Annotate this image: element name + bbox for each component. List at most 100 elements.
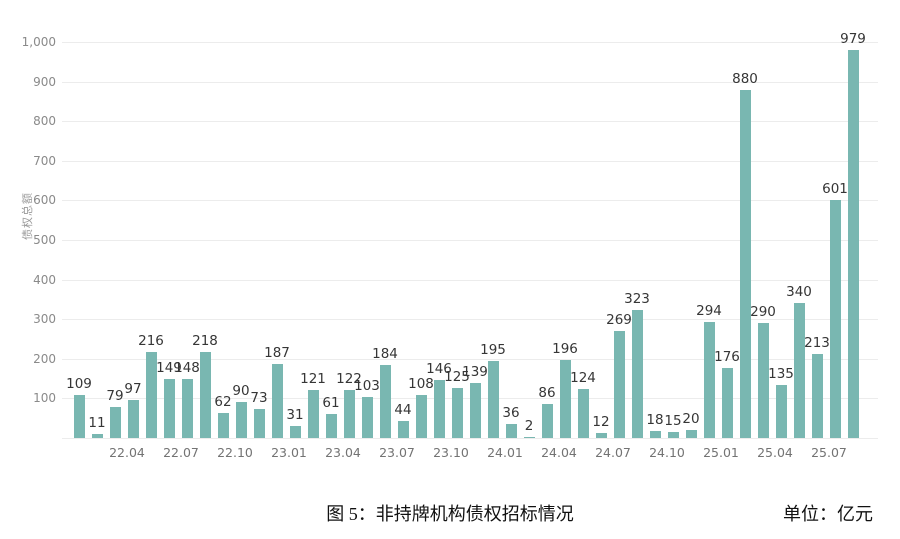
bar (128, 400, 139, 438)
bar (74, 395, 85, 438)
bar (146, 352, 157, 438)
bar-value-label: 323 (624, 291, 650, 307)
gridline (62, 161, 878, 162)
bar-value-label: 187 (264, 345, 290, 361)
bar (578, 389, 589, 438)
bar (182, 379, 193, 438)
bar-value-label: 103 (354, 378, 380, 394)
x-tick-label: 24.07 (595, 445, 631, 460)
bar-value-label: 176 (714, 349, 740, 365)
bar-value-label: 135 (768, 366, 794, 382)
bar-value-label: 97 (124, 381, 142, 397)
y-axis-title: 债权总额 (21, 192, 34, 240)
x-tick-label: 23.04 (325, 445, 361, 460)
y-tick-label: 100 (33, 391, 56, 405)
bar-value-label: 880 (732, 71, 758, 87)
bar-value-label: 216 (138, 333, 164, 349)
bar (452, 388, 463, 438)
bar (560, 360, 571, 438)
gridline (62, 438, 878, 439)
bar-value-label: 146 (426, 361, 452, 377)
y-tick-label: 500 (33, 233, 56, 247)
bar (686, 430, 697, 438)
x-tick-label: 23.01 (271, 445, 307, 460)
bar (110, 407, 121, 438)
bar (740, 90, 751, 438)
bar (164, 379, 175, 438)
bar (416, 395, 427, 438)
bar-value-label: 195 (480, 342, 506, 358)
y-tick-label: 600 (33, 193, 56, 207)
bar-value-label: 20 (682, 411, 700, 427)
bar (488, 361, 499, 438)
bar-value-label: 61 (322, 395, 340, 411)
y-tick-label: 400 (33, 273, 56, 287)
x-tick-label: 23.07 (379, 445, 415, 460)
bar-value-label: 62 (214, 394, 232, 410)
bar (848, 50, 859, 438)
bar-value-label: 73 (250, 390, 268, 406)
bar-value-label: 12 (592, 414, 610, 430)
x-tick-label: 22.07 (163, 445, 199, 460)
y-tick-label: 900 (33, 75, 56, 89)
bar-value-label: 340 (786, 284, 812, 300)
bar (704, 322, 715, 438)
bar (830, 200, 841, 438)
x-tick-label: 24.04 (541, 445, 577, 460)
bar-value-label: 79 (106, 388, 124, 404)
bar (812, 354, 823, 438)
gridline (62, 359, 878, 360)
gridline (62, 200, 878, 201)
bar-value-label: 196 (552, 341, 578, 357)
unit-label: 单位：亿元 (783, 504, 873, 524)
bar-value-label: 90 (232, 383, 250, 399)
bar-value-label: 15 (664, 413, 682, 429)
bar (92, 434, 103, 438)
bar (236, 402, 247, 438)
bar (344, 390, 355, 438)
x-tick-label: 22.10 (217, 445, 253, 460)
chart-caption: 图 5：非持牌机构债权招标情况 (326, 504, 574, 524)
y-tick-label: 200 (33, 352, 56, 366)
bar (380, 365, 391, 438)
bar-value-label: 109 (66, 376, 92, 392)
bar (794, 303, 805, 438)
caption-row: 图 5：非持牌机构债权招标情况 单位：亿元 (0, 501, 900, 527)
bar-value-label: 218 (192, 333, 218, 349)
bar-value-label: 2 (524, 418, 534, 434)
gridline (62, 82, 878, 83)
bar-value-label: 44 (394, 402, 412, 418)
bar-value-label: 139 (462, 364, 488, 380)
y-tick-label: 700 (33, 154, 56, 168)
bar-value-label: 184 (372, 346, 398, 362)
gridline (62, 319, 878, 320)
bar-value-label: 294 (696, 303, 722, 319)
bar (470, 383, 481, 438)
bar-value-label: 122 (336, 371, 362, 387)
x-tick-label: 25.04 (757, 445, 793, 460)
bar (218, 413, 229, 438)
y-tick-label: 800 (33, 114, 56, 128)
x-tick-label: 22.04 (109, 445, 145, 460)
bar (254, 409, 265, 438)
bar-value-label: 18 (646, 412, 664, 428)
bar (308, 390, 319, 438)
bar (668, 432, 679, 438)
x-tick-label: 24.10 (649, 445, 685, 460)
gridline (62, 240, 878, 241)
bar (596, 433, 607, 438)
bar (398, 421, 409, 438)
bar (614, 331, 625, 438)
bar-value-label: 148 (174, 360, 200, 376)
y-tick-label: 300 (33, 312, 56, 326)
bar (776, 385, 787, 438)
bar (200, 352, 211, 438)
bar (272, 364, 283, 438)
bar (758, 323, 769, 438)
bar (506, 424, 517, 438)
bar (290, 426, 301, 438)
x-tick-label: 25.07 (811, 445, 847, 460)
bar-value-label: 601 (822, 181, 848, 197)
bar (542, 404, 553, 438)
